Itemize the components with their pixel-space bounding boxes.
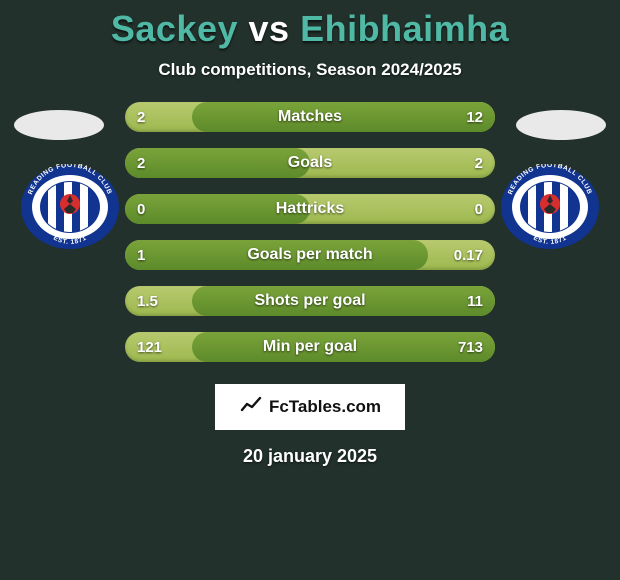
stat-label: Goals per match <box>247 246 372 264</box>
stat-bar: 0 Hattricks 0 <box>125 194 495 224</box>
player2-name: Ehibhaimha <box>300 8 509 49</box>
stat-value-left: 2 <box>137 102 145 132</box>
player2-club-crest: READING FOOTBALL CLUB EST. 1871 <box>500 164 600 250</box>
snapshot-date: 20 january 2025 <box>0 446 620 467</box>
stat-bar: 1.5 Shots per goal 11 <box>125 286 495 316</box>
stat-bar: 121 Min per goal 713 <box>125 332 495 362</box>
source-logo: FcTables.com <box>215 384 405 430</box>
stat-value-right: 2 <box>475 148 483 178</box>
stat-value-left: 121 <box>137 332 162 362</box>
stat-value-left: 1.5 <box>137 286 158 316</box>
chart-icon <box>239 393 263 422</box>
stat-bar: 2 Goals 2 <box>125 148 495 178</box>
stat-bars: 2 Matches 12 2 Goals 2 0 Hattricks 0 1 Goals per m… <box>125 102 495 362</box>
stat-label: Min per goal <box>263 338 357 356</box>
player1-name: Sackey <box>111 8 238 49</box>
subtitle: Club competitions, Season 2024/2025 <box>0 60 620 80</box>
comparison-arena: READING FOOTBALL CLUB EST. 1871 READING … <box>0 102 620 362</box>
stat-label: Shots per goal <box>254 292 365 310</box>
page-title: Sackey vs Ehibhaimha <box>0 0 620 50</box>
stat-value-right: 12 <box>466 102 483 132</box>
stat-bar: 2 Matches 12 <box>125 102 495 132</box>
stat-value-right: 713 <box>458 332 483 362</box>
source-logo-text: FcTables.com <box>269 397 381 417</box>
stat-value-left: 1 <box>137 240 145 270</box>
player2-photo-placeholder <box>516 110 606 140</box>
player1-photo-placeholder <box>14 110 104 140</box>
stat-bar: 1 Goals per match 0.17 <box>125 240 495 270</box>
stat-value-left: 2 <box>137 148 145 178</box>
stat-bar-fill <box>125 148 310 178</box>
stat-label: Goals <box>288 154 332 172</box>
stat-label: Hattricks <box>276 200 344 218</box>
stat-value-right: 11 <box>467 286 483 316</box>
stat-label: Matches <box>278 108 342 126</box>
player1-club-crest: READING FOOTBALL CLUB EST. 1871 <box>20 164 120 250</box>
stat-value-right: 0 <box>475 194 483 224</box>
stat-bar-fill <box>192 102 495 132</box>
stat-value-left: 0 <box>137 194 145 224</box>
vs-word: vs <box>249 8 290 49</box>
stat-value-right: 0.17 <box>454 240 483 270</box>
